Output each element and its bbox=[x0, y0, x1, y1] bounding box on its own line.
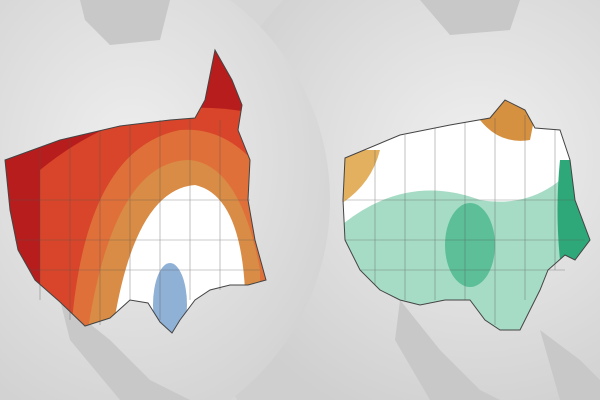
land-masses bbox=[60, 0, 600, 400]
band-strong bbox=[445, 203, 495, 287]
right-us-outline bbox=[342, 99, 591, 331]
state-borders bbox=[10, 115, 585, 325]
band-weak-warm bbox=[343, 150, 380, 210]
left-us-outline bbox=[4, 48, 267, 334]
